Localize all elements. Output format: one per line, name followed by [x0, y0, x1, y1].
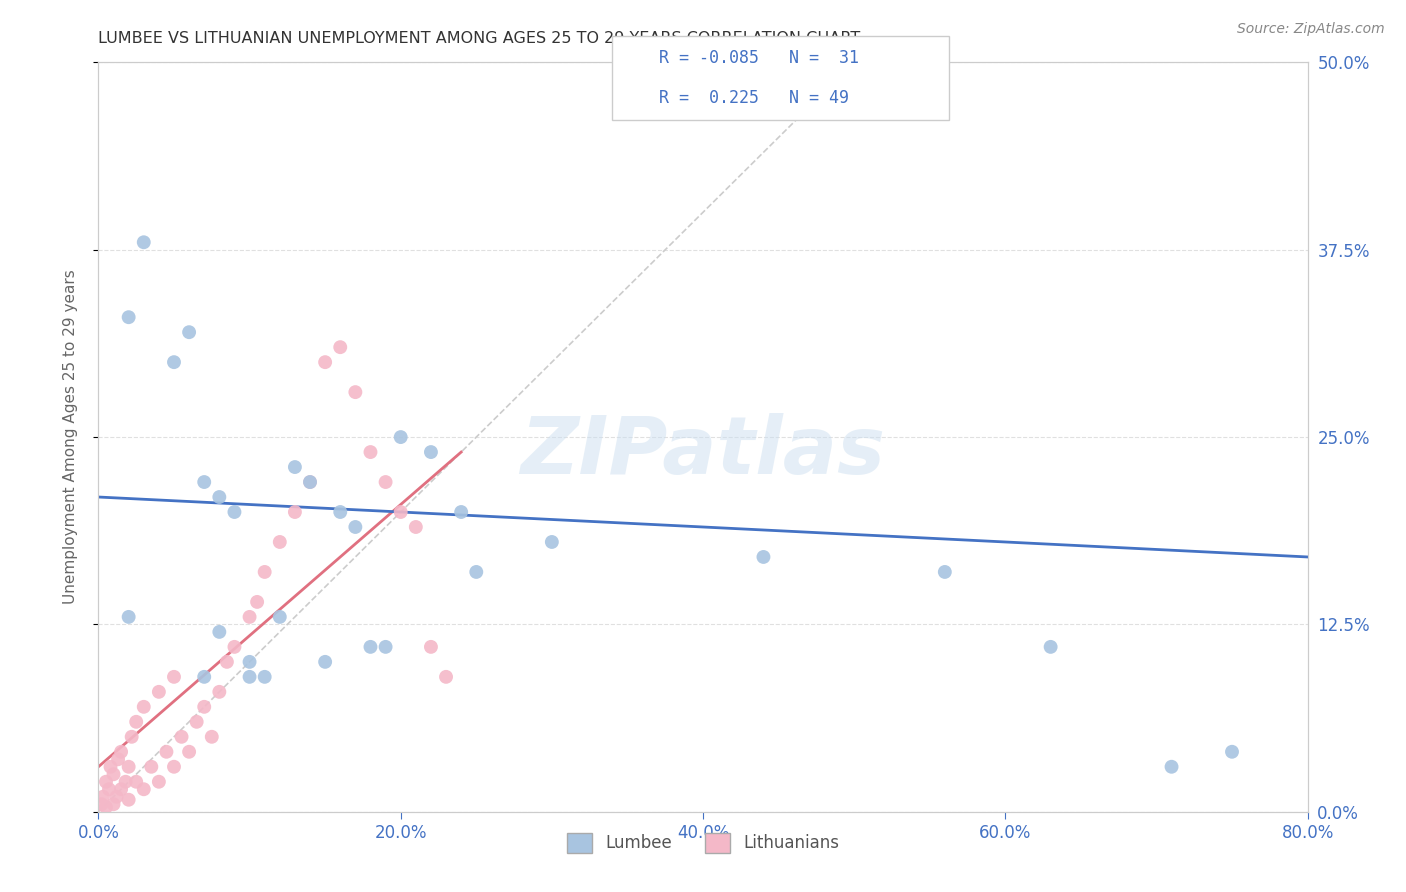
- Point: [193, 699, 215, 714]
- Point: [344, 520, 367, 534]
- Point: [360, 640, 382, 654]
- Point: [193, 670, 215, 684]
- Point: [132, 699, 155, 714]
- Point: [239, 655, 262, 669]
- Point: [284, 505, 307, 519]
- Point: [269, 610, 291, 624]
- Point: [1160, 760, 1182, 774]
- Point: [118, 310, 141, 325]
- Point: [118, 793, 141, 807]
- Point: [125, 714, 148, 729]
- Point: [94, 800, 117, 814]
- Point: [148, 774, 170, 789]
- Point: [450, 505, 472, 519]
- Point: [208, 490, 231, 504]
- Point: [100, 760, 122, 774]
- Point: [215, 655, 238, 669]
- Point: [314, 655, 336, 669]
- Point: [118, 610, 141, 624]
- Point: [389, 430, 412, 444]
- Point: [299, 475, 322, 489]
- Point: [132, 782, 155, 797]
- Point: [284, 460, 307, 475]
- Point: [125, 774, 148, 789]
- Point: [374, 640, 396, 654]
- Point: [110, 782, 132, 797]
- Point: [465, 565, 488, 579]
- Point: [179, 325, 201, 339]
- Point: [253, 670, 276, 684]
- Point: [148, 685, 170, 699]
- Point: [224, 505, 246, 519]
- Point: [208, 624, 231, 639]
- Text: LUMBEE VS LITHUANIAN UNEMPLOYMENT AMONG AGES 25 TO 29 YEARS CORRELATION CHART: LUMBEE VS LITHUANIAN UNEMPLOYMENT AMONG …: [98, 31, 860, 46]
- Point: [170, 730, 193, 744]
- Point: [299, 475, 322, 489]
- Text: Source: ZipAtlas.com: Source: ZipAtlas.com: [1237, 22, 1385, 37]
- Text: R =  0.225   N = 49: R = 0.225 N = 49: [659, 89, 849, 107]
- Point: [103, 767, 125, 781]
- Text: ZIPatlas: ZIPatlas: [520, 413, 886, 491]
- Point: [1220, 745, 1243, 759]
- Point: [201, 730, 224, 744]
- Point: [253, 565, 276, 579]
- Point: [540, 535, 562, 549]
- Point: [752, 549, 775, 564]
- Point: [329, 340, 352, 354]
- Point: [389, 505, 412, 519]
- Point: [239, 670, 262, 684]
- Point: [90, 797, 112, 812]
- Point: [118, 760, 141, 774]
- Point: [91, 789, 114, 804]
- Point: [420, 640, 443, 654]
- Point: [434, 670, 457, 684]
- Point: [103, 797, 125, 812]
- Point: [132, 235, 155, 250]
- Point: [141, 760, 163, 774]
- Point: [208, 685, 231, 699]
- Text: R = -0.085   N =  31: R = -0.085 N = 31: [659, 49, 859, 67]
- Y-axis label: Unemployment Among Ages 25 to 29 years: Unemployment Among Ages 25 to 29 years: [63, 269, 77, 605]
- Point: [105, 789, 128, 804]
- Point: [155, 745, 177, 759]
- Point: [360, 445, 382, 459]
- Point: [186, 714, 208, 729]
- Point: [1039, 640, 1062, 654]
- Legend: Lumbee, Lithuanians: Lumbee, Lithuanians: [560, 826, 846, 860]
- Point: [314, 355, 336, 369]
- Point: [246, 595, 269, 609]
- Point: [98, 782, 121, 797]
- Point: [179, 745, 201, 759]
- Point: [121, 730, 143, 744]
- Point: [107, 752, 129, 766]
- Point: [934, 565, 956, 579]
- Point: [344, 385, 367, 400]
- Point: [224, 640, 246, 654]
- Point: [405, 520, 427, 534]
- Point: [374, 475, 396, 489]
- Point: [420, 445, 443, 459]
- Point: [329, 505, 352, 519]
- Point: [193, 475, 215, 489]
- Point: [239, 610, 262, 624]
- Point: [163, 760, 186, 774]
- Point: [163, 670, 186, 684]
- Point: [94, 774, 117, 789]
- Point: [110, 745, 132, 759]
- Point: [114, 774, 136, 789]
- Point: [163, 355, 186, 369]
- Point: [269, 535, 291, 549]
